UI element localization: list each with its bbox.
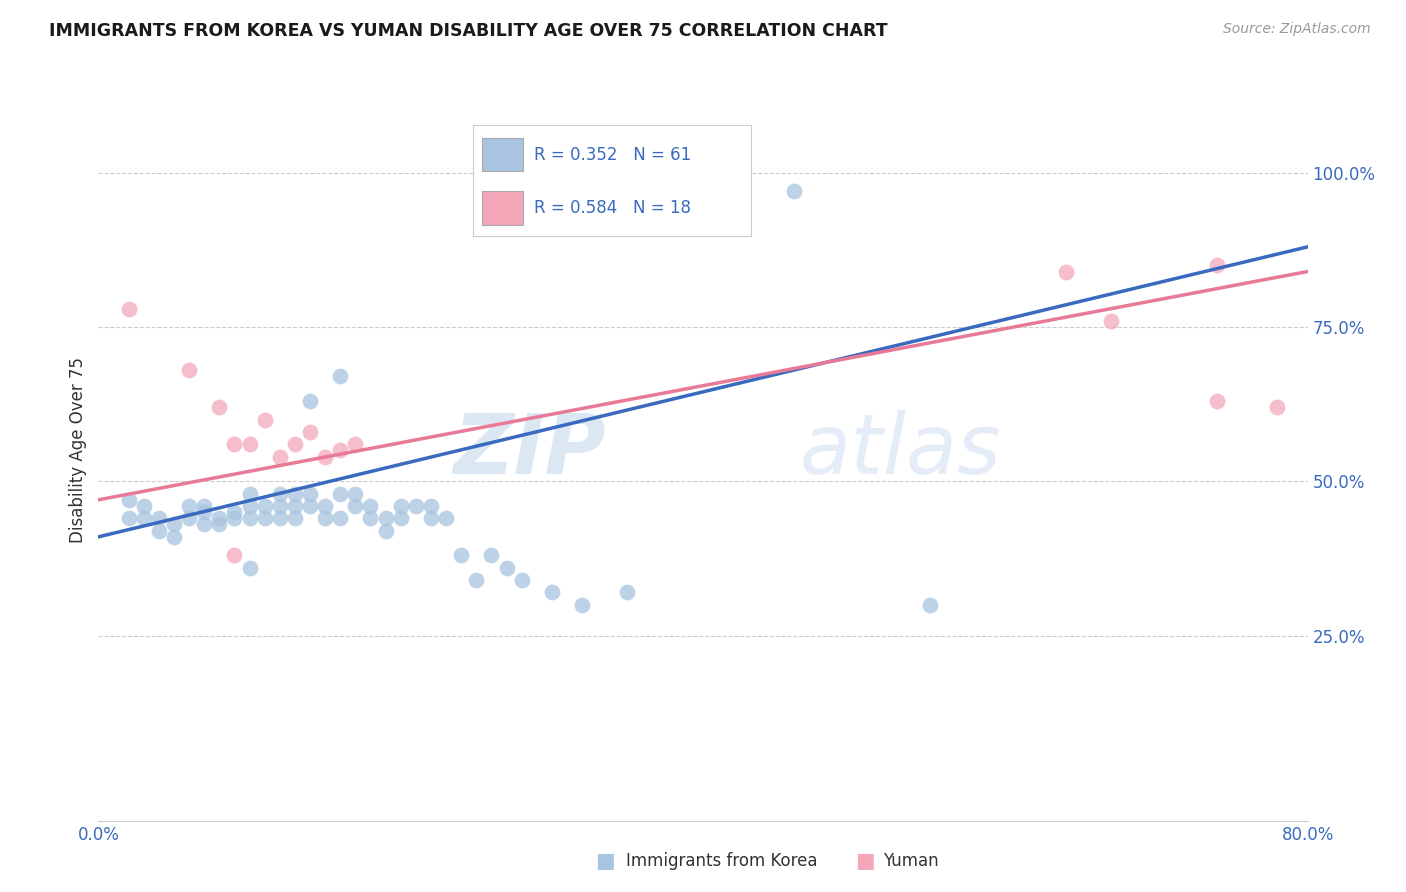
Point xyxy=(118,301,141,316)
Point xyxy=(179,499,201,513)
Point xyxy=(179,511,201,525)
Point xyxy=(239,511,262,525)
Point xyxy=(405,499,427,513)
Point xyxy=(616,585,638,599)
Point xyxy=(1206,394,1229,409)
Text: IMMIGRANTS FROM KOREA VS YUMAN DISABILITY AGE OVER 75 CORRELATION CHART: IMMIGRANTS FROM KOREA VS YUMAN DISABILIT… xyxy=(49,22,887,40)
Point xyxy=(208,401,231,415)
Point xyxy=(299,394,322,409)
Point xyxy=(420,511,443,525)
Point xyxy=(224,549,246,563)
Point xyxy=(239,437,262,451)
Point xyxy=(329,443,352,458)
Point xyxy=(284,486,307,500)
Point xyxy=(434,511,457,525)
Point xyxy=(360,511,382,525)
Point xyxy=(163,530,186,544)
Point xyxy=(540,585,562,599)
Point xyxy=(374,511,396,525)
Text: Source: ZipAtlas.com: Source: ZipAtlas.com xyxy=(1223,22,1371,37)
Point xyxy=(374,524,396,538)
Point xyxy=(284,437,307,451)
Point xyxy=(253,499,276,513)
Point xyxy=(510,209,533,223)
Point xyxy=(148,511,170,525)
Point xyxy=(329,486,352,500)
Point xyxy=(193,517,215,532)
Point xyxy=(253,511,276,525)
Point xyxy=(118,492,141,507)
Point xyxy=(360,499,382,513)
Point xyxy=(269,499,291,513)
Point xyxy=(193,505,215,519)
Point xyxy=(465,573,488,587)
Text: ■: ■ xyxy=(855,851,875,871)
Point xyxy=(239,499,262,513)
Point xyxy=(495,560,517,574)
Point xyxy=(239,486,262,500)
Point xyxy=(163,517,186,532)
Point xyxy=(510,573,533,587)
Point xyxy=(314,499,336,513)
Point xyxy=(450,549,472,563)
Point xyxy=(1054,264,1077,278)
Point xyxy=(208,517,231,532)
Point xyxy=(389,511,412,525)
Point xyxy=(918,598,941,612)
Text: Immigrants from Korea: Immigrants from Korea xyxy=(626,852,817,870)
Point xyxy=(299,499,322,513)
Point xyxy=(329,511,352,525)
Point xyxy=(314,450,336,464)
Point xyxy=(269,511,291,525)
Point xyxy=(239,560,262,574)
Point xyxy=(284,511,307,525)
Y-axis label: Disability Age Over 75: Disability Age Over 75 xyxy=(69,358,87,543)
Point xyxy=(193,499,215,513)
Point xyxy=(269,450,291,464)
Point xyxy=(132,499,155,513)
Point xyxy=(344,486,367,500)
Point xyxy=(132,511,155,525)
Point xyxy=(329,369,352,384)
Point xyxy=(420,499,443,513)
Point xyxy=(344,437,367,451)
Point xyxy=(1267,401,1289,415)
Point xyxy=(118,511,141,525)
Point xyxy=(208,511,231,525)
Text: ■: ■ xyxy=(595,851,614,871)
Point xyxy=(540,209,562,223)
Point xyxy=(344,499,367,513)
Text: Yuman: Yuman xyxy=(883,852,939,870)
Point xyxy=(179,363,201,377)
Point xyxy=(783,185,806,199)
Point xyxy=(299,425,322,439)
Point xyxy=(389,499,412,513)
Point xyxy=(1206,259,1229,273)
Point xyxy=(1099,314,1122,328)
Point xyxy=(314,511,336,525)
Point xyxy=(299,486,322,500)
Point xyxy=(481,549,503,563)
Point xyxy=(224,511,246,525)
Point xyxy=(284,499,307,513)
Text: atlas: atlas xyxy=(800,410,1001,491)
Text: ZIP: ZIP xyxy=(454,410,606,491)
Point xyxy=(253,412,276,426)
Point xyxy=(224,505,246,519)
Point xyxy=(148,524,170,538)
Point xyxy=(571,598,593,612)
Point xyxy=(224,437,246,451)
Point xyxy=(269,486,291,500)
